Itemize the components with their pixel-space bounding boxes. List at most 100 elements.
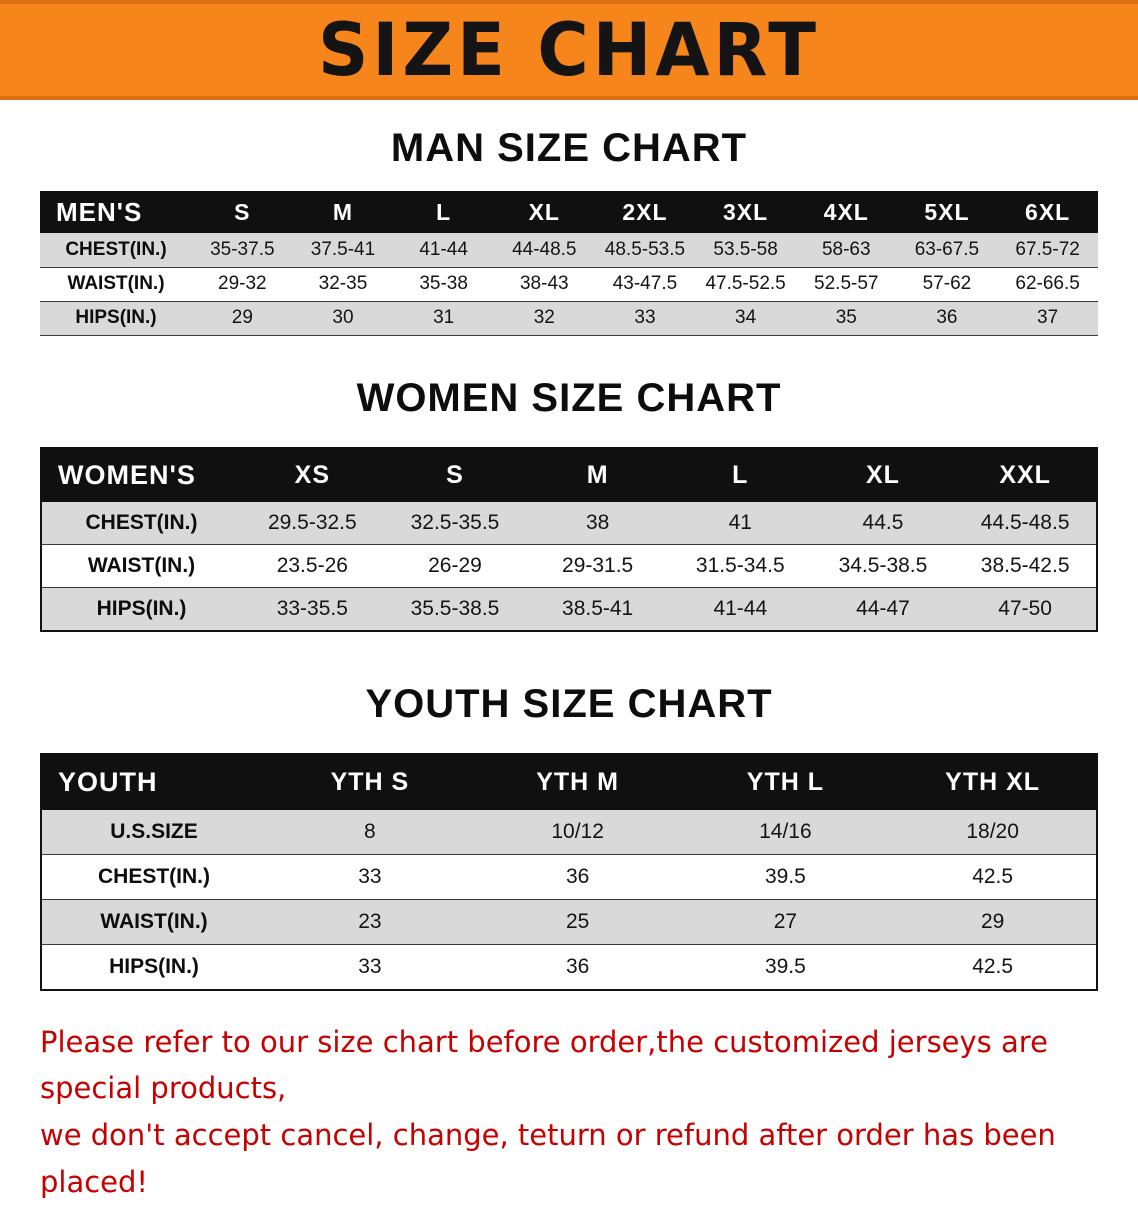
size-value: 35.5-38.5 xyxy=(384,588,527,631)
size-value: 33 xyxy=(266,855,474,900)
size-column-header: 4XL xyxy=(796,191,897,233)
size-value: 10/12 xyxy=(474,810,682,855)
size-value: 23.5-26 xyxy=(241,545,384,588)
size-value: 32-35 xyxy=(293,267,394,301)
order-notice: Please refer to our size chart before or… xyxy=(40,1019,1110,1206)
size-value: 8 xyxy=(266,810,474,855)
size-value: 29 xyxy=(192,301,293,335)
notice-line-2: we don't accept cancel, change, teturn o… xyxy=(40,1112,1110,1206)
size-value: 32.5-35.5 xyxy=(384,502,527,545)
row-label: HIPS(IN.) xyxy=(41,588,241,631)
table-corner-label: YOUTH xyxy=(41,754,266,810)
size-column-header: M xyxy=(526,448,669,502)
size-value: 36 xyxy=(474,855,682,900)
size-column-header: 6XL xyxy=(997,191,1098,233)
row-label: HIPS(IN.) xyxy=(41,945,266,990)
size-column-header: YTH XL xyxy=(889,754,1097,810)
row-label: WAIST(IN.) xyxy=(41,900,266,945)
size-value: 63-67.5 xyxy=(897,233,998,267)
size-value: 43-47.5 xyxy=(595,267,696,301)
size-value: 44.5-48.5 xyxy=(954,502,1097,545)
size-value: 31 xyxy=(393,301,494,335)
table-corner-label: WOMEN'S xyxy=(41,448,241,502)
size-value: 42.5 xyxy=(889,945,1097,990)
row-label: U.S.SIZE xyxy=(41,810,266,855)
size-value: 39.5 xyxy=(682,855,890,900)
size-value: 38.5-42.5 xyxy=(954,545,1097,588)
size-column-header: 5XL xyxy=(897,191,998,233)
women-section-heading: WOMEN SIZE CHART xyxy=(0,376,1138,421)
size-value: 35-38 xyxy=(393,267,494,301)
size-value: 52.5-57 xyxy=(796,267,897,301)
size-column-header: XS xyxy=(241,448,384,502)
size-column-header: S xyxy=(384,448,527,502)
size-value: 29 xyxy=(889,900,1097,945)
size-value: 62-66.5 xyxy=(997,267,1098,301)
size-value: 44.5 xyxy=(812,502,955,545)
size-value: 38-43 xyxy=(494,267,595,301)
size-column-header: YTH L xyxy=(682,754,890,810)
size-column-header: XXL xyxy=(954,448,1097,502)
size-value: 41 xyxy=(669,502,812,545)
size-column-header: L xyxy=(393,191,494,233)
size-value: 44-47 xyxy=(812,588,955,631)
size-value: 44-48.5 xyxy=(494,233,595,267)
size-value: 33-35.5 xyxy=(241,588,384,631)
size-column-header: S xyxy=(192,191,293,233)
notice-line-1: Please refer to our size chart before or… xyxy=(40,1019,1110,1113)
size-value: 25 xyxy=(474,900,682,945)
size-value: 47.5-52.5 xyxy=(695,267,796,301)
size-column-header: XL xyxy=(812,448,955,502)
size-value: 35-37.5 xyxy=(192,233,293,267)
men-section-heading: MAN SIZE CHART xyxy=(0,126,1138,171)
size-value: 18/20 xyxy=(889,810,1097,855)
size-value: 48.5-53.5 xyxy=(595,233,696,267)
size-value: 33 xyxy=(266,945,474,990)
size-value: 47-50 xyxy=(954,588,1097,631)
youth-section-heading: YOUTH SIZE CHART xyxy=(0,682,1138,727)
size-value: 41-44 xyxy=(393,233,494,267)
banner-title: SIZE CHART xyxy=(318,7,820,93)
row-label: CHEST(IN.) xyxy=(40,233,192,267)
size-column-header: 2XL xyxy=(595,191,696,233)
size-value: 42.5 xyxy=(889,855,1097,900)
size-column-header: M xyxy=(293,191,394,233)
size-value: 36 xyxy=(474,945,682,990)
row-label: CHEST(IN.) xyxy=(41,502,241,545)
table-corner-label: MEN'S xyxy=(40,191,192,233)
size-value: 38.5-41 xyxy=(526,588,669,631)
size-value: 30 xyxy=(293,301,394,335)
size-value: 34.5-38.5 xyxy=(812,545,955,588)
row-label: CHEST(IN.) xyxy=(41,855,266,900)
size-value: 57-62 xyxy=(897,267,998,301)
size-value: 26-29 xyxy=(384,545,527,588)
size-column-header: YTH S xyxy=(266,754,474,810)
size-value: 37 xyxy=(997,301,1098,335)
size-value: 58-63 xyxy=(796,233,897,267)
size-value: 23 xyxy=(266,900,474,945)
size-column-header: XL xyxy=(494,191,595,233)
size-value: 41-44 xyxy=(669,588,812,631)
size-column-header: YTH M xyxy=(474,754,682,810)
size-value: 38 xyxy=(526,502,669,545)
